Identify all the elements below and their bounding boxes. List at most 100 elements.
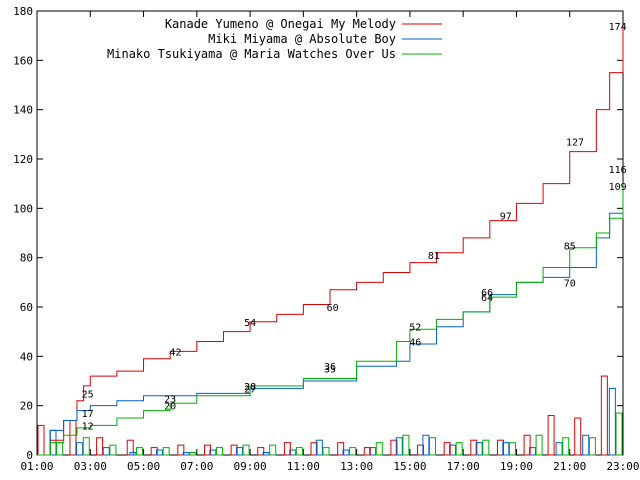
bar — [269, 444, 277, 456]
data-labels: 25 42 54 60 81 97 127 174 17 23 27 35 46 64 70 109 12 20 2… — [82, 22, 627, 433]
data-label: 35 — [324, 365, 336, 376]
bar — [189, 452, 197, 456]
bar — [182, 452, 190, 456]
bar — [482, 439, 490, 456]
bar — [395, 437, 403, 456]
bar — [235, 447, 243, 456]
bar — [615, 412, 623, 456]
bar — [69, 419, 77, 456]
bar — [523, 434, 531, 456]
x-tick-label: 13:00 — [340, 460, 373, 473]
bar — [56, 442, 64, 456]
bar — [102, 447, 110, 456]
data-label: 116 — [609, 165, 627, 176]
bar — [109, 444, 117, 456]
series-lines — [37, 25, 624, 456]
bar — [390, 439, 398, 456]
y-tick-label: 140 — [13, 104, 33, 117]
data-label: 127 — [566, 138, 584, 149]
data-label: 52 — [409, 323, 421, 334]
y-tick-label: 100 — [13, 202, 33, 215]
bar — [429, 437, 437, 456]
bar — [449, 444, 457, 456]
data-label: 36 — [324, 362, 336, 373]
bar — [162, 447, 170, 456]
x-tick-label: 19:00 — [500, 460, 533, 473]
bar — [283, 442, 291, 456]
x-tick-label: 17:00 — [447, 460, 480, 473]
bar — [37, 424, 45, 456]
data-label: 23 — [164, 394, 176, 405]
data-label: 54 — [244, 318, 256, 329]
bar — [496, 439, 504, 456]
data-label: 28 — [244, 382, 256, 393]
data-label: 174 — [609, 22, 627, 33]
y-tick-label: 40 — [20, 350, 33, 363]
y-tick-label: 160 — [13, 54, 33, 67]
bar — [337, 442, 345, 456]
y-tick-label: 180 — [13, 5, 33, 18]
data-label: 70 — [564, 278, 576, 289]
bar — [417, 444, 425, 456]
bar — [96, 437, 104, 456]
bar — [150, 447, 158, 456]
y-tick-label: 80 — [20, 252, 33, 265]
data-label: 25 — [82, 389, 94, 400]
bar — [295, 447, 303, 456]
x-tick-label: 21:00 — [553, 460, 586, 473]
bar — [262, 452, 270, 456]
x-tick-label: 23:00 — [606, 460, 639, 473]
legend-label: Miki Miyama @ Absolute Boy — [208, 32, 396, 46]
bar — [82, 437, 90, 456]
bar — [547, 415, 555, 456]
bar — [502, 442, 510, 456]
bar — [257, 447, 265, 456]
bar — [215, 447, 223, 456]
data-label: 85 — [564, 241, 576, 252]
bar — [508, 442, 516, 456]
x-tick-label: 05:00 — [127, 460, 160, 473]
bar — [177, 444, 185, 456]
bar — [555, 442, 563, 456]
bar — [349, 447, 357, 456]
bar — [363, 447, 371, 456]
bar — [422, 434, 430, 456]
bar — [369, 447, 377, 456]
bar — [600, 375, 608, 456]
x-tick-label: 01:00 — [20, 460, 53, 473]
bar — [443, 442, 451, 456]
x-tick-label: 07:00 — [180, 460, 213, 473]
bars — [37, 375, 623, 456]
x-axis: 01:00 03:00 05:00 07:00 09:00 11:00 13:00 15:00… — [20, 11, 640, 473]
data-label: 97 — [500, 212, 512, 223]
plot-frame — [36, 10, 624, 456]
data-label: 12 — [82, 421, 94, 432]
data-label: 64 — [481, 293, 493, 304]
bar — [315, 439, 323, 456]
bar — [289, 449, 297, 456]
legend-label: Kanade Yumeno @ Onegai My Melody — [165, 17, 396, 31]
bar — [322, 447, 330, 456]
bar — [342, 449, 350, 456]
bar — [475, 442, 483, 456]
bar — [582, 434, 590, 456]
x-tick-label: 09:00 — [234, 460, 267, 473]
bar — [588, 437, 596, 456]
x-tick-label: 11:00 — [287, 460, 320, 473]
y-axis: 0 20 40 60 80 100 120 140 160 180 — [13, 5, 623, 462]
data-label: 42 — [169, 347, 181, 358]
series-line — [37, 25, 624, 456]
data-label: 81 — [428, 251, 440, 262]
data-label: 20 — [164, 402, 176, 413]
bar — [528, 447, 536, 456]
y-tick-label: 120 — [13, 153, 33, 166]
bar — [76, 442, 84, 456]
y-tick-label: 20 — [20, 400, 33, 413]
bar — [242, 444, 250, 456]
data-label: 46 — [409, 338, 421, 349]
bar — [129, 452, 137, 456]
series-line — [37, 186, 624, 456]
bar — [535, 434, 543, 456]
